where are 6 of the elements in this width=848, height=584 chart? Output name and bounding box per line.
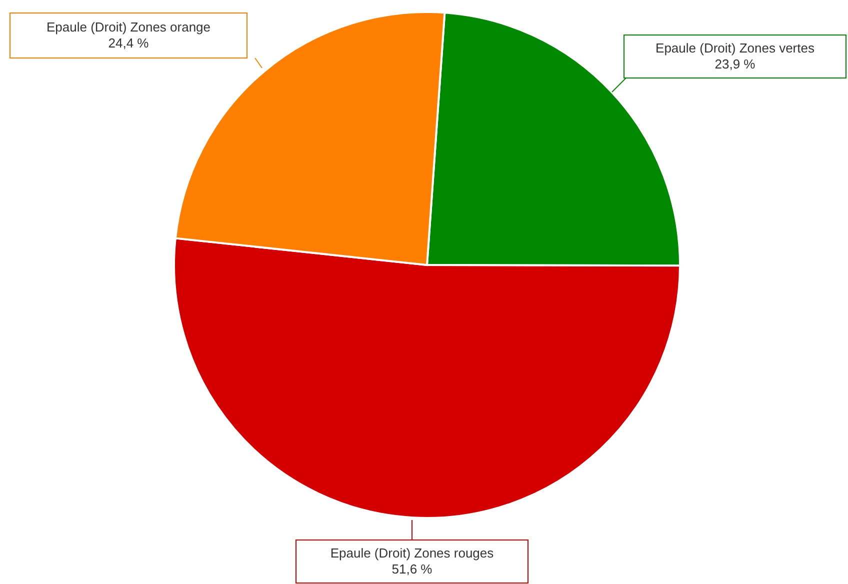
data-label: 51,6 % [392,562,433,576]
slice-label: Epaule (Droit) Zones orange [46,20,211,34]
slice-label: Epaule (Droit) Zones rouges [330,546,494,560]
data-label: 24,4 % [108,36,150,50]
slice-label: Epaule (Droit) Zones vertes [656,40,815,56]
data-label: 23,9 % [714,56,756,72]
